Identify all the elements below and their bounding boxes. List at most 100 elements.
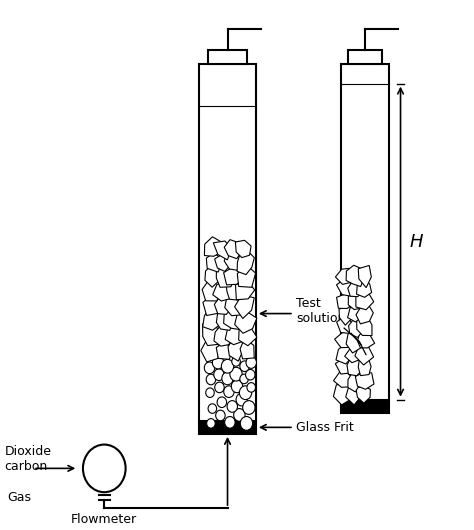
Circle shape bbox=[227, 401, 237, 412]
Polygon shape bbox=[356, 292, 374, 310]
Polygon shape bbox=[214, 325, 232, 346]
Polygon shape bbox=[335, 358, 351, 374]
Bar bbox=[341, 64, 389, 413]
Circle shape bbox=[230, 367, 242, 381]
Polygon shape bbox=[216, 311, 233, 330]
Polygon shape bbox=[206, 253, 222, 272]
Circle shape bbox=[239, 386, 252, 400]
Polygon shape bbox=[336, 268, 355, 285]
Polygon shape bbox=[216, 342, 232, 359]
Polygon shape bbox=[216, 265, 236, 287]
Polygon shape bbox=[348, 369, 364, 392]
Polygon shape bbox=[357, 329, 375, 348]
Polygon shape bbox=[355, 345, 374, 365]
Circle shape bbox=[83, 445, 126, 492]
Text: Test
solution: Test solution bbox=[296, 297, 346, 325]
Polygon shape bbox=[202, 323, 219, 346]
Circle shape bbox=[240, 361, 249, 372]
Polygon shape bbox=[348, 319, 364, 338]
Text: Glass Frit: Glass Frit bbox=[296, 421, 354, 434]
Circle shape bbox=[247, 383, 255, 392]
Polygon shape bbox=[224, 240, 243, 259]
Polygon shape bbox=[356, 373, 374, 390]
Polygon shape bbox=[348, 281, 365, 297]
Polygon shape bbox=[237, 264, 255, 287]
Polygon shape bbox=[358, 358, 371, 376]
Polygon shape bbox=[337, 294, 353, 308]
Circle shape bbox=[240, 374, 248, 384]
Polygon shape bbox=[348, 292, 365, 310]
Text: H: H bbox=[409, 233, 422, 251]
Circle shape bbox=[207, 419, 215, 428]
Polygon shape bbox=[356, 278, 372, 297]
Polygon shape bbox=[335, 331, 356, 348]
Polygon shape bbox=[236, 240, 251, 258]
Polygon shape bbox=[333, 384, 354, 405]
Circle shape bbox=[208, 404, 217, 413]
Polygon shape bbox=[204, 237, 222, 257]
Polygon shape bbox=[346, 332, 362, 353]
Polygon shape bbox=[203, 295, 220, 315]
Bar bbox=[341, 400, 389, 413]
Circle shape bbox=[222, 372, 233, 385]
Polygon shape bbox=[336, 344, 352, 364]
Polygon shape bbox=[214, 296, 233, 314]
Polygon shape bbox=[345, 344, 363, 363]
Circle shape bbox=[225, 417, 235, 428]
Circle shape bbox=[215, 382, 224, 393]
Polygon shape bbox=[213, 283, 233, 301]
Bar bbox=[348, 50, 382, 64]
Polygon shape bbox=[215, 254, 230, 271]
Circle shape bbox=[206, 388, 214, 398]
Circle shape bbox=[246, 357, 256, 368]
Circle shape bbox=[217, 397, 227, 408]
Circle shape bbox=[204, 362, 215, 374]
Polygon shape bbox=[224, 251, 244, 270]
Polygon shape bbox=[346, 266, 364, 287]
Polygon shape bbox=[225, 322, 246, 344]
Circle shape bbox=[221, 359, 234, 373]
Circle shape bbox=[214, 369, 224, 381]
Polygon shape bbox=[213, 241, 232, 260]
Bar bbox=[208, 50, 247, 64]
Polygon shape bbox=[224, 307, 245, 330]
Polygon shape bbox=[356, 304, 374, 324]
Circle shape bbox=[216, 410, 225, 421]
Polygon shape bbox=[201, 338, 219, 362]
Polygon shape bbox=[205, 264, 220, 287]
Circle shape bbox=[224, 386, 234, 398]
Bar bbox=[199, 64, 256, 421]
Polygon shape bbox=[347, 356, 363, 376]
Polygon shape bbox=[347, 307, 363, 322]
Polygon shape bbox=[337, 278, 353, 296]
Text: Gas: Gas bbox=[7, 491, 31, 504]
Polygon shape bbox=[237, 250, 255, 275]
Circle shape bbox=[206, 374, 216, 385]
Polygon shape bbox=[240, 338, 254, 359]
Polygon shape bbox=[356, 386, 370, 403]
Polygon shape bbox=[202, 279, 220, 301]
Polygon shape bbox=[238, 327, 257, 346]
Circle shape bbox=[234, 409, 245, 421]
Circle shape bbox=[232, 357, 240, 366]
Polygon shape bbox=[346, 385, 361, 405]
Polygon shape bbox=[235, 312, 257, 333]
Polygon shape bbox=[228, 339, 243, 361]
Circle shape bbox=[240, 417, 253, 430]
Circle shape bbox=[236, 393, 247, 406]
Polygon shape bbox=[358, 266, 371, 288]
Polygon shape bbox=[203, 306, 220, 330]
Polygon shape bbox=[236, 280, 255, 300]
Polygon shape bbox=[339, 306, 354, 325]
Polygon shape bbox=[226, 277, 243, 300]
Polygon shape bbox=[337, 315, 353, 333]
Polygon shape bbox=[334, 372, 353, 387]
Text: Dioxide
carbon: Dioxide carbon bbox=[5, 445, 52, 473]
Circle shape bbox=[212, 356, 224, 369]
Polygon shape bbox=[224, 267, 244, 285]
Bar bbox=[199, 421, 256, 434]
Polygon shape bbox=[356, 316, 372, 335]
Circle shape bbox=[231, 380, 243, 393]
Polygon shape bbox=[225, 294, 244, 316]
Circle shape bbox=[246, 369, 255, 380]
